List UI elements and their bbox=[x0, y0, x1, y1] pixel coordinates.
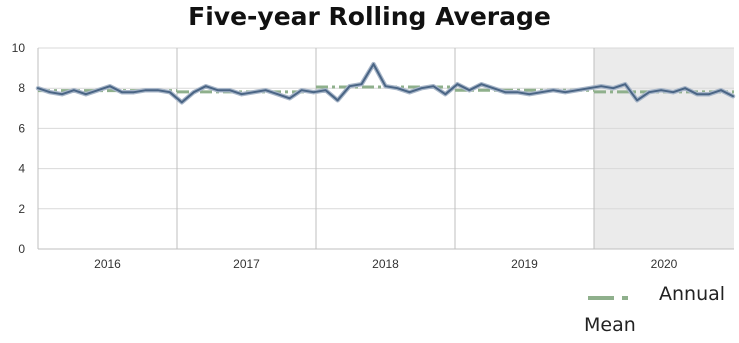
data-point bbox=[145, 89, 147, 91]
data-point bbox=[360, 83, 363, 85]
data-point bbox=[516, 91, 519, 93]
x-tick-label-2018: 2018 bbox=[372, 257, 399, 271]
data-point bbox=[193, 91, 195, 93]
data-point bbox=[49, 91, 51, 93]
legend-label-mean: Mean bbox=[584, 314, 636, 336]
x-tick-label-2016: 2016 bbox=[94, 257, 121, 271]
data-point bbox=[264, 89, 267, 91]
data-point bbox=[636, 99, 638, 102]
data-point bbox=[600, 85, 602, 87]
data-point bbox=[396, 87, 399, 89]
data-point bbox=[109, 85, 111, 87]
data-point bbox=[348, 85, 351, 87]
x-axis-ticks: 2016 2017 2018 2019 2020 bbox=[94, 257, 678, 271]
data-point bbox=[324, 89, 327, 91]
x-tick-label-2020: 2020 bbox=[651, 257, 678, 271]
data-point bbox=[696, 93, 698, 95]
data-point bbox=[660, 89, 662, 91]
data-point bbox=[157, 89, 159, 91]
x-tick-label-2017: 2017 bbox=[233, 257, 260, 271]
x-tick-label-2019: 2019 bbox=[511, 257, 538, 271]
data-point bbox=[588, 87, 590, 89]
data-point bbox=[528, 93, 531, 95]
data-point bbox=[85, 93, 87, 95]
year-separators bbox=[37, 48, 595, 249]
chart-title: Five-year Rolling Average bbox=[188, 2, 551, 31]
data-point bbox=[540, 91, 543, 93]
data-point bbox=[708, 93, 710, 95]
data-point bbox=[408, 91, 411, 93]
y-tick-label-2: 2 bbox=[18, 202, 25, 216]
data-point bbox=[312, 91, 315, 93]
y-axis-ticks: 0 2 4 6 8 10 bbox=[12, 41, 26, 256]
data-point bbox=[37, 87, 39, 89]
data-point bbox=[720, 89, 722, 91]
data-point bbox=[432, 85, 435, 87]
data-point bbox=[444, 93, 447, 95]
data-point bbox=[252, 91, 255, 93]
legend-label-annual: Annual bbox=[659, 283, 726, 305]
data-point bbox=[205, 85, 207, 87]
data-point bbox=[504, 91, 507, 93]
data-point bbox=[684, 87, 686, 89]
data-point bbox=[732, 95, 734, 97]
data-point bbox=[372, 63, 375, 65]
shaded-period-2020 bbox=[594, 48, 734, 249]
data-point bbox=[672, 91, 674, 93]
data-point bbox=[97, 89, 99, 91]
data-point bbox=[624, 83, 626, 85]
data-point bbox=[169, 91, 171, 93]
data-point bbox=[336, 99, 339, 102]
data-point bbox=[300, 89, 303, 91]
data-point bbox=[420, 87, 423, 89]
legend-swatch-annual-mean bbox=[588, 296, 628, 300]
data-point bbox=[240, 93, 243, 95]
data-point bbox=[384, 85, 387, 87]
shaded-region bbox=[594, 48, 734, 249]
data-point bbox=[492, 87, 495, 89]
y-tick-label-4: 4 bbox=[18, 162, 25, 176]
data-point bbox=[480, 83, 483, 85]
data-point bbox=[612, 87, 614, 89]
data-point bbox=[121, 91, 123, 93]
y-tick-label-8: 8 bbox=[18, 81, 25, 95]
data-point bbox=[468, 89, 471, 91]
data-point bbox=[216, 89, 219, 91]
legend: Annual Mean bbox=[584, 283, 734, 339]
data-point bbox=[456, 83, 459, 85]
data-point bbox=[73, 89, 75, 91]
data-point bbox=[61, 93, 63, 95]
line-chart: 0 2 4 6 8 10 2016 2017 2018 2019 2020 bbox=[12, 41, 736, 271]
y-tick-label-10: 10 bbox=[12, 41, 26, 55]
data-point bbox=[228, 89, 231, 91]
data-point bbox=[181, 101, 183, 104]
data-point bbox=[552, 89, 555, 91]
data-point bbox=[133, 91, 135, 93]
y-tick-label-6: 6 bbox=[18, 121, 25, 135]
data-point bbox=[288, 97, 291, 100]
data-point bbox=[648, 91, 650, 93]
data-point bbox=[564, 91, 566, 93]
data-point bbox=[576, 89, 578, 91]
rolling-average-series bbox=[35, 61, 736, 105]
data-point bbox=[276, 93, 279, 95]
y-tick-label-0: 0 bbox=[18, 242, 25, 256]
